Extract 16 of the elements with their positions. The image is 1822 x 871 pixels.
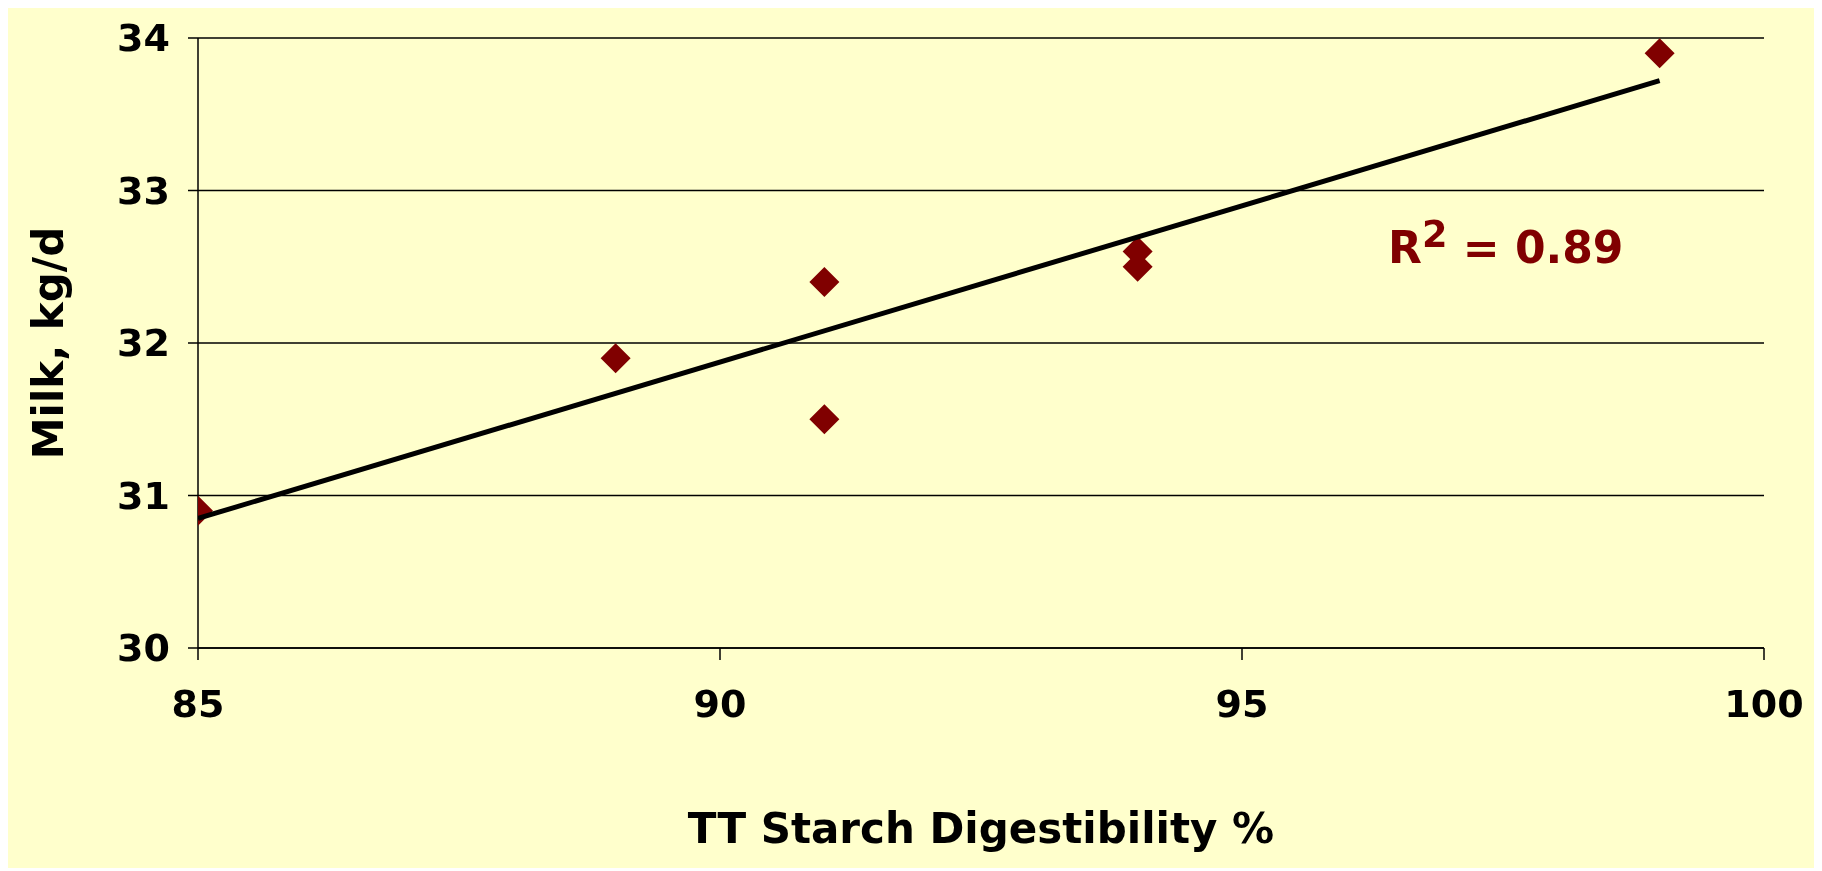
annotation: R$^{2}$ = 0.89 [1388,213,1624,273]
point [600,343,631,374]
x-tick-label: 100 [1724,681,1804,726]
x-axis-title: TT Starch Digestibility % [687,804,1275,853]
point [809,267,840,297]
y-tick-label: 33 [117,168,170,213]
y-tick-label: 30 [117,626,170,671]
point [809,404,840,435]
y-tick-label: 34 [117,16,170,61]
x-tick-label: 95 [1215,681,1269,726]
y-tick-label: 31 [117,473,170,518]
x-tick-label: 85 [171,681,225,726]
y-tick-label: 32 [117,321,170,366]
x-tick-label: 90 [693,681,747,726]
point [1644,38,1675,69]
y-axis-title: Milk, kg/d [23,226,73,460]
